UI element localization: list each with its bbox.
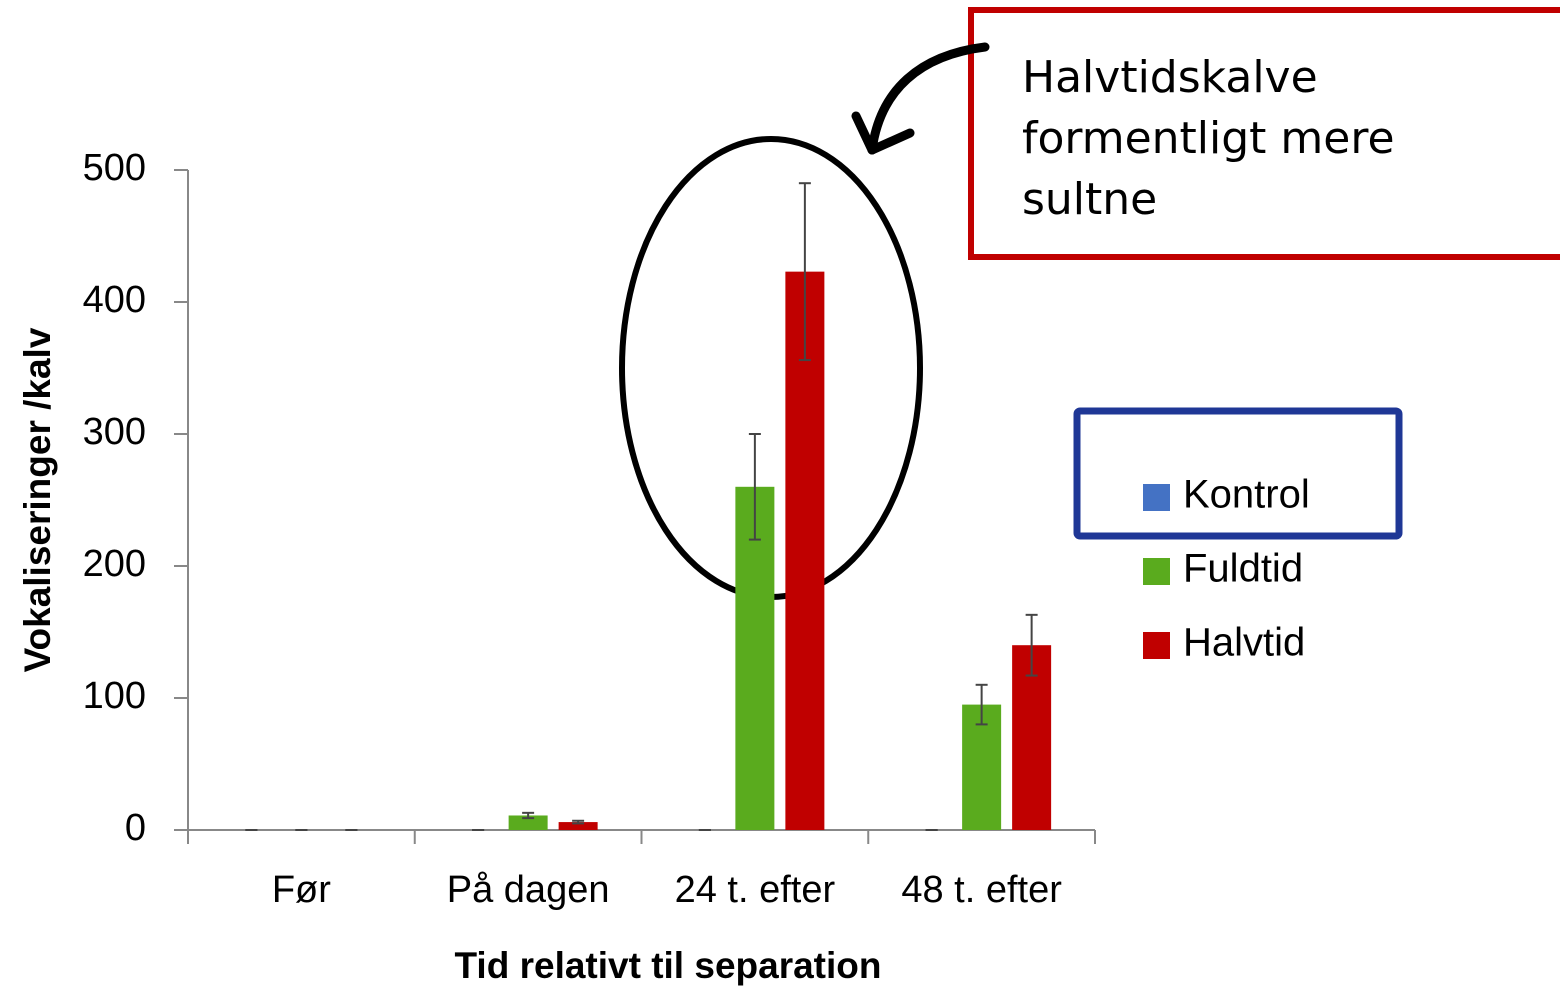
legend-highlight-box	[1073, 407, 1403, 540]
y-axis-title: Vokaliseringer /kalv	[17, 327, 58, 672]
y-tick-label: 0	[125, 807, 146, 849]
error-bar	[1025, 613, 1038, 677]
annotation-line: Halvtidskalve	[1022, 52, 1318, 103]
x-tick-label: På dagen	[447, 869, 610, 911]
legend-swatch	[1143, 484, 1170, 511]
y-tick-label: 200	[83, 543, 146, 585]
y-tick-label: 100	[83, 675, 146, 717]
x-tick-label: Før	[272, 869, 331, 911]
bar	[558, 822, 598, 830]
x-tick-label: 24 t. efter	[675, 869, 836, 911]
legend-label: Kontrol	[1183, 473, 1310, 517]
bar	[962, 704, 1002, 830]
error-bar	[748, 433, 761, 541]
legend-swatch	[1143, 558, 1170, 585]
y-tick-label: 500	[83, 147, 146, 189]
error-bar	[572, 819, 585, 825]
error-bar	[975, 683, 988, 726]
annotation-box	[968, 7, 1560, 260]
x-axis-title: Tid relativt til separation	[455, 945, 882, 986]
annotation-arrowhead	[851, 111, 915, 155]
annotation-line: formentligt mere	[1022, 113, 1395, 164]
annotation-arrow	[867, 42, 990, 155]
bar	[785, 271, 825, 830]
x-tick-label: 48 t. efter	[901, 869, 1062, 911]
error-bar	[522, 811, 535, 820]
error-bar	[798, 182, 811, 362]
legend-swatch	[1143, 632, 1170, 659]
annotation-line: sultne	[1022, 174, 1157, 225]
legend-label: Halvtid	[1183, 621, 1305, 665]
legend-label: Fuldtid	[1183, 547, 1303, 591]
y-tick-label: 300	[83, 411, 146, 453]
bar	[508, 815, 548, 830]
bar	[735, 486, 775, 830]
y-tick-label: 400	[83, 279, 146, 321]
